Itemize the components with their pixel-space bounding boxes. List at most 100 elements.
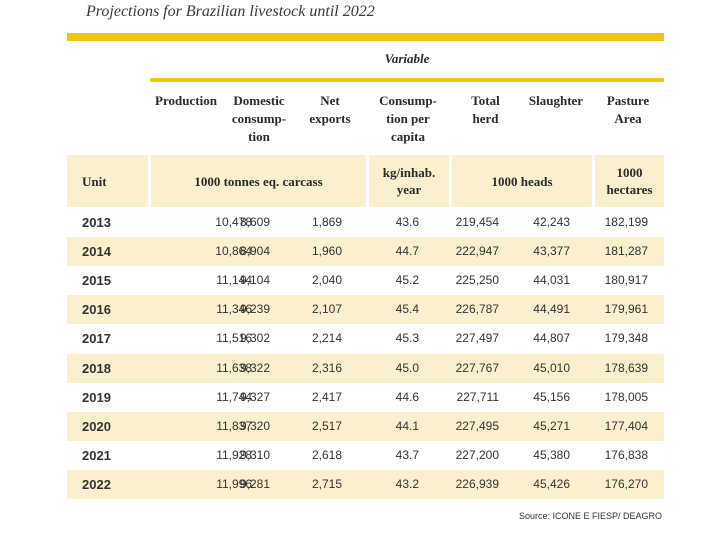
cell-domestic-consumption: 9,239 <box>239 302 270 317</box>
top-accent-bar <box>67 33 664 41</box>
row-year: 2013 <box>82 215 111 230</box>
cell-domestic-consumption: 8,609 <box>239 215 270 229</box>
col-header-slaughter: Slaughter <box>528 93 584 108</box>
cell-total-herd: 222,947 <box>455 244 499 259</box>
unit-per-capita: kg/inhab. year <box>382 165 436 197</box>
col-header-pasture-area: Pasture Area <box>606 93 650 126</box>
unit-row: Unit 1000 tonnes eq. carcass kg/inhab. y… <box>67 155 664 207</box>
table-row: 2019 11,744 9,327 2,417 44.6 227,711 45,156 178… <box>67 383 664 412</box>
table-row: 2017 11,516 9,302 2,214 45.3 227,497 44,807 179… <box>67 324 664 353</box>
cell-total-herd: 227,711 <box>456 389 500 404</box>
cell-consumption-per-capita: 45.4 <box>395 302 419 317</box>
cell-production: 10,864 <box>215 244 252 259</box>
cell-total-herd: 219,454 <box>455 215 499 229</box>
row-year: 2020 <box>82 418 111 434</box>
row-year: 2019 <box>82 389 111 405</box>
cell-pasture-area: 179,961 <box>604 302 648 317</box>
cell-pasture-area: 180,917 <box>604 273 648 288</box>
cell-slaughter: 43,377 <box>533 244 570 259</box>
cell-total-herd: 227,200 <box>455 447 499 462</box>
cell-total-herd: 226,939 <box>455 476 499 491</box>
unit-separator <box>449 155 452 207</box>
cell-net-exports: 1,960 <box>311 244 342 259</box>
table-row: 2015 11,144 9,104 2,040 45.2 225,250 44,031 180… <box>67 266 664 295</box>
cell-production: 11,144 <box>216 273 252 288</box>
col-header-consumption-per-capita: Consump- tion per capita <box>379 93 437 144</box>
unit-label: Unit <box>82 173 107 189</box>
cell-consumption-per-capita: 44.7 <box>395 244 419 259</box>
cell-domestic-consumption: 9,104 <box>239 273 270 288</box>
table-row: 2018 11,638 9,322 2,316 45.0 227,767 45,010 178… <box>67 353 664 383</box>
cell-consumption-per-capita: 43.6 <box>395 215 419 229</box>
col-header-total-herd: Total herd <box>471 93 500 126</box>
cell-pasture-area: 176,838 <box>604 447 648 462</box>
cell-slaughter: 45,271 <box>533 418 570 433</box>
cell-domestic-consumption: 9,327 <box>239 389 270 404</box>
unit-separator <box>366 155 369 207</box>
cell-slaughter: 45,380 <box>533 447 570 462</box>
cell-pasture-area: 178,639 <box>604 360 648 375</box>
cell-net-exports: 2,040 <box>311 273 342 288</box>
cell-domestic-consumption: 9,281 <box>239 476 270 491</box>
cell-production: 11,744 <box>216 389 252 404</box>
cell-consumption-per-capita: 43.2 <box>395 476 419 491</box>
cell-production: 11,928 <box>216 447 252 462</box>
cell-net-exports: 2,316 <box>311 360 342 375</box>
cell-slaughter: 44,031 <box>533 273 570 288</box>
unit-hectares: 1000 hectares <box>606 165 653 197</box>
col-header-net-exports: Net exports <box>309 93 351 126</box>
cell-production: 11,516 <box>216 331 252 346</box>
cell-slaughter: 42,243 <box>533 215 570 229</box>
table-row: 2016 11,346 9,239 2,107 45.4 226,787 44,491 179… <box>67 295 664 325</box>
unit-separator <box>148 155 151 207</box>
cell-pasture-area: 176,270 <box>604 476 648 491</box>
cell-domestic-consumption: 9,322 <box>239 360 270 375</box>
row-year: 2015 <box>82 273 111 289</box>
cell-total-herd: 227,495 <box>455 418 499 433</box>
cell-net-exports: 2,517 <box>311 418 342 433</box>
cell-consumption-per-capita: 45.0 <box>395 360 419 375</box>
row-year: 2017 <box>82 331 111 347</box>
variable-header: Variable <box>384 51 430 66</box>
cell-net-exports: 2,618 <box>311 447 342 462</box>
unit-heads: 1000 heads <box>491 173 553 189</box>
cell-total-herd: 227,497 <box>455 331 499 346</box>
row-year: 2021 <box>82 447 111 463</box>
table-row: 2020 11,837 9,320 2,517 44.1 227,495 45,271 177… <box>67 411 664 441</box>
cell-pasture-area: 181,287 <box>604 244 648 259</box>
unit-separator <box>592 155 595 207</box>
cell-total-herd: 225,250 <box>455 273 499 288</box>
row-year: 2022 <box>82 476 111 492</box>
cell-total-herd: 226,787 <box>455 302 499 317</box>
cell-slaughter: 44,807 <box>533 331 570 346</box>
cell-production: 11,996 <box>216 476 252 491</box>
table-row: 2014 10,864 8,904 1,960 44.7 222,947 43,377 181… <box>67 237 664 267</box>
cell-consumption-per-capita: 44.1 <box>395 418 419 433</box>
table-row: 2021 11,928 9,310 2,618 43.7 227,200 45,380 176… <box>67 441 664 470</box>
cell-consumption-per-capita: 45.3 <box>395 331 419 346</box>
cell-slaughter: 45,156 <box>533 389 570 404</box>
source-note: Source: ICONE E FIESP/ DEAGRO <box>518 511 662 521</box>
cell-pasture-area: 177,404 <box>604 418 648 433</box>
col-header-production: Production <box>155 93 217 108</box>
cell-production: 10,478 <box>215 215 252 229</box>
cell-net-exports: 2,417 <box>311 389 342 404</box>
cell-pasture-area: 178,005 <box>604 389 648 404</box>
variable-underline <box>150 78 664 82</box>
cell-production: 11,837 <box>216 418 252 433</box>
cell-net-exports: 2,214 <box>311 331 342 346</box>
cell-total-herd: 227,767 <box>455 360 499 375</box>
cell-slaughter: 44,491 <box>533 302 570 317</box>
cell-pasture-area: 182,199 <box>604 215 648 229</box>
row-year: 2018 <box>82 360 111 376</box>
cell-production: 11,638 <box>216 360 252 375</box>
cell-consumption-per-capita: 43.7 <box>395 447 419 462</box>
cell-domestic-consumption: 9,320 <box>239 418 270 433</box>
unit-carcass: 1000 tonnes eq. carcass <box>194 173 323 189</box>
col-header-domestic-consumption: Domestic consump- tion <box>231 93 287 144</box>
cell-net-exports: 2,715 <box>311 476 342 491</box>
row-year: 2014 <box>82 244 111 260</box>
cell-slaughter: 45,010 <box>533 360 570 375</box>
table-title: Projections for Brazilian livestock unti… <box>86 3 375 20</box>
cell-slaughter: 45,426 <box>533 476 570 491</box>
